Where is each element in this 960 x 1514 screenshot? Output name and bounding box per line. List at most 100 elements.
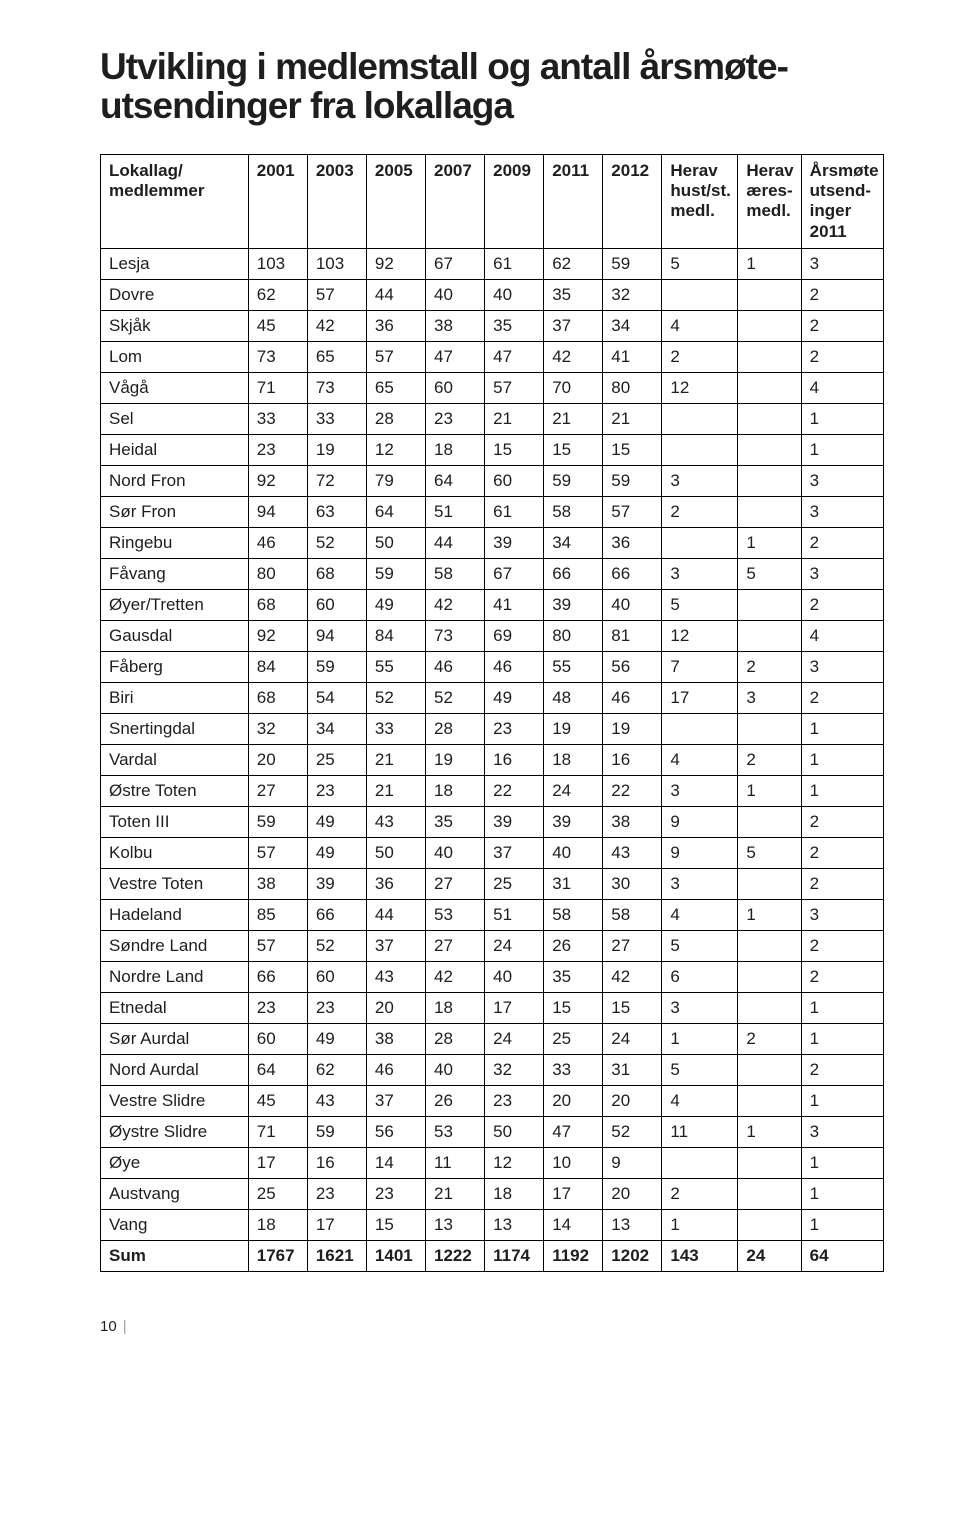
- table-cell: 5: [662, 249, 738, 280]
- table-cell: 2: [662, 497, 738, 528]
- table-cell: 24: [544, 776, 603, 807]
- table-cell: 42: [426, 962, 485, 993]
- table-cell: 1: [801, 404, 883, 435]
- table-cell: 27: [426, 869, 485, 900]
- table-cell: 31: [544, 869, 603, 900]
- table-row: Vardal20252119161816421: [101, 745, 884, 776]
- table-cell: 5: [738, 559, 801, 590]
- table-cell: Snertingdal: [101, 714, 249, 745]
- table-cell: 19: [603, 714, 662, 745]
- table-cell: 2: [801, 807, 883, 838]
- table-cell: 73: [248, 342, 307, 373]
- column-header: 2011: [544, 154, 603, 249]
- table-cell: 3: [738, 683, 801, 714]
- page-footer: 10|: [100, 1318, 884, 1335]
- column-header: 2007: [426, 154, 485, 249]
- table-cell: 66: [248, 962, 307, 993]
- table-cell: 3: [801, 1117, 883, 1148]
- table-cell: [738, 807, 801, 838]
- table-row: Austvang2523232118172021: [101, 1179, 884, 1210]
- table-cell: 38: [248, 869, 307, 900]
- table-cell: 57: [248, 931, 307, 962]
- table-cell: 33: [544, 1055, 603, 1086]
- table-cell: 84: [248, 652, 307, 683]
- table-cell: Østre Toten: [101, 776, 249, 807]
- table-cell: 2: [801, 869, 883, 900]
- table-cell: 60: [307, 590, 366, 621]
- column-header: 2005: [366, 154, 425, 249]
- table-cell: 40: [426, 280, 485, 311]
- table-cell: 59: [603, 249, 662, 280]
- table-cell: 62: [544, 249, 603, 280]
- table-cell: [738, 962, 801, 993]
- table-row: Sel333328232121211: [101, 404, 884, 435]
- table-cell: 92: [248, 621, 307, 652]
- table-row: Ringebu4652504439343612: [101, 528, 884, 559]
- table-cell: 48: [544, 683, 603, 714]
- table-cell: 36: [366, 311, 425, 342]
- table-cell: [662, 435, 738, 466]
- table-cell: 15: [485, 435, 544, 466]
- table-cell: 1: [662, 1210, 738, 1241]
- table-cell: 28: [426, 1024, 485, 1055]
- table-cell: 60: [307, 962, 366, 993]
- table-row: Søndre Land5752372724262752: [101, 931, 884, 962]
- table-cell: 25: [307, 745, 366, 776]
- table-cell: 2: [801, 931, 883, 962]
- table-cell: 3: [801, 466, 883, 497]
- table-row: Sør Aurdal60493828242524121: [101, 1024, 884, 1055]
- table-cell: 2: [801, 311, 883, 342]
- table-cell: 3: [801, 559, 883, 590]
- table-row: Fåberg84595546465556723: [101, 652, 884, 683]
- table-cell: 52: [603, 1117, 662, 1148]
- table-cell: 94: [248, 497, 307, 528]
- table-cell: 57: [307, 280, 366, 311]
- table-cell: 49: [366, 590, 425, 621]
- table-cell: [738, 342, 801, 373]
- table-cell: 21: [544, 404, 603, 435]
- table-cell: 81: [603, 621, 662, 652]
- table-cell: [738, 311, 801, 342]
- table-cell: 53: [426, 900, 485, 931]
- table-cell: 32: [485, 1055, 544, 1086]
- table-cell: [738, 869, 801, 900]
- table-cell: Heidal: [101, 435, 249, 466]
- table-cell: 58: [603, 900, 662, 931]
- table-cell: 31: [603, 1055, 662, 1086]
- table-cell: Vang: [101, 1210, 249, 1241]
- table-cell: Etnedal: [101, 993, 249, 1024]
- table-cell: 7: [662, 652, 738, 683]
- table-cell: [662, 714, 738, 745]
- table-cell: 40: [485, 962, 544, 993]
- table-cell: 42: [307, 311, 366, 342]
- table-cell: 37: [366, 931, 425, 962]
- table-cell: 15: [603, 435, 662, 466]
- table-cell: 40: [426, 838, 485, 869]
- table-cell: 1: [801, 1024, 883, 1055]
- table-cell: 2: [738, 745, 801, 776]
- table-cell: 38: [426, 311, 485, 342]
- table-cell: 4: [801, 373, 883, 404]
- table-cell: [662, 528, 738, 559]
- table-cell: 18: [426, 435, 485, 466]
- table-cell: 3: [662, 776, 738, 807]
- table-cell: 61: [485, 497, 544, 528]
- table-cell: 60: [485, 466, 544, 497]
- table-cell: Nordre Land: [101, 962, 249, 993]
- table-cell: 3: [662, 559, 738, 590]
- table-cell: 24: [485, 931, 544, 962]
- table-cell: 3: [662, 993, 738, 1024]
- table-cell: 9: [662, 807, 738, 838]
- column-header: Lokallag/medlemmer: [101, 154, 249, 249]
- table-cell: 2: [801, 962, 883, 993]
- table-row: Lom7365574747424122: [101, 342, 884, 373]
- table-cell: 40: [426, 1055, 485, 1086]
- table-cell: 15: [544, 993, 603, 1024]
- table-cell: 67: [426, 249, 485, 280]
- table-cell: Vestre Slidre: [101, 1086, 249, 1117]
- table-cell: 14: [366, 1148, 425, 1179]
- table-cell: 15: [366, 1210, 425, 1241]
- table-cell: 20: [366, 993, 425, 1024]
- table-cell: 4: [662, 900, 738, 931]
- table-cell: 1: [801, 993, 883, 1024]
